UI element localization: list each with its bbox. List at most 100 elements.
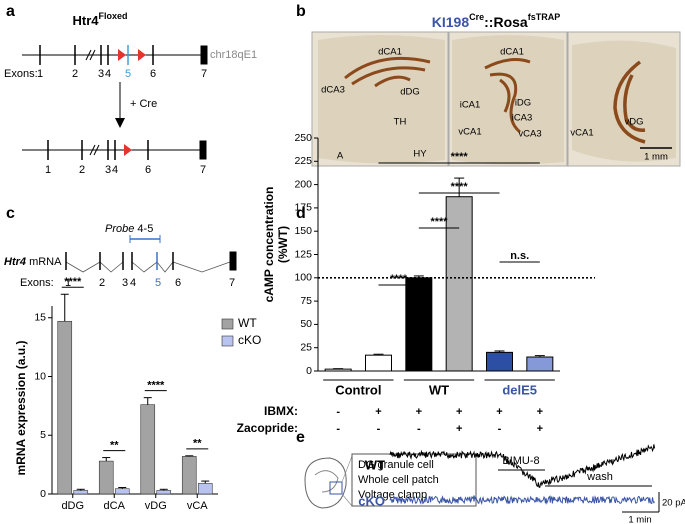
region-label: A xyxy=(337,151,344,162)
transcript-label: Htr4 mRNA xyxy=(4,256,62,268)
bar xyxy=(140,404,156,495)
region-label: HY xyxy=(413,149,427,160)
exon xyxy=(199,140,207,160)
y-tick-label: 125 xyxy=(294,248,312,260)
introns xyxy=(65,261,231,273)
legend-label: WT xyxy=(238,316,257,330)
break-mark xyxy=(89,144,100,156)
brain-sketch xyxy=(304,457,347,509)
exons-label: Exons: xyxy=(4,68,38,80)
condition-sign: - xyxy=(336,423,340,435)
bar xyxy=(526,356,554,372)
drug-label: BIMU-8 xyxy=(502,455,539,467)
region-label: iCA3 xyxy=(512,113,533,124)
significance-label: ** xyxy=(193,438,202,450)
y-tick-label: 0 xyxy=(40,488,46,500)
y-tick-label: 175 xyxy=(294,202,312,214)
panel-a xyxy=(22,45,208,160)
significance-label: ** xyxy=(110,439,119,451)
title-part: Cre xyxy=(469,12,484,22)
region-label: vCA1 xyxy=(458,127,481,138)
region-box xyxy=(329,481,343,495)
y-tick-label: 225 xyxy=(294,155,312,167)
title-part: fsTRAP xyxy=(528,12,561,22)
step: + Cre xyxy=(130,98,157,110)
y-axis-label: mRNA expression (a.u.) xyxy=(14,341,28,476)
region-label: vDG xyxy=(625,117,644,128)
legend-swatch xyxy=(221,318,234,330)
condition-label: IBMX: xyxy=(264,404,298,418)
condition-sign: + xyxy=(496,406,502,418)
significance-label: **** xyxy=(430,216,448,228)
panel-label: c xyxy=(6,205,15,222)
y-tick-label: 50 xyxy=(300,318,312,330)
exon-number: 4 xyxy=(105,68,111,80)
wash-label: wash xyxy=(586,471,613,483)
exon-number: 2 xyxy=(79,164,85,176)
condition-sign: + xyxy=(456,423,462,435)
hippocampus-sketch xyxy=(314,470,339,493)
bar xyxy=(445,196,473,372)
bar xyxy=(114,488,130,495)
x-tick-label: vCA xyxy=(187,500,208,512)
significance-label: **** xyxy=(451,151,469,163)
exons-label: Exons: xyxy=(20,277,54,289)
condition-sign: - xyxy=(498,423,502,435)
probe-label: Probe 4-5 xyxy=(105,223,153,235)
zoom-line xyxy=(341,493,353,507)
condition-sign: + xyxy=(456,406,462,418)
probe: Probe xyxy=(105,223,134,235)
region-label: TH xyxy=(394,117,407,128)
loxp xyxy=(138,49,146,61)
y-tick-label: 25 xyxy=(300,341,312,353)
group-label: Control xyxy=(335,382,381,397)
condition-sign: - xyxy=(417,423,421,435)
stain xyxy=(484,58,531,134)
y-axis-unit: (%WT) xyxy=(276,226,290,263)
region-label: vCA3 xyxy=(518,129,541,140)
bar xyxy=(486,351,513,372)
trace-label: cKO xyxy=(358,493,385,508)
exon-number: 7 xyxy=(200,164,206,176)
condition-sign: + xyxy=(537,423,543,435)
bar xyxy=(197,483,213,495)
scale-label: 20 pA xyxy=(662,498,685,509)
trace-label: WT xyxy=(365,457,385,472)
scale-label: 1 min xyxy=(628,515,651,524)
region-label: dCA1 xyxy=(500,47,524,58)
region-label: iCA1 xyxy=(460,100,481,111)
group-label: delE5 xyxy=(502,382,537,397)
panel-label: d xyxy=(296,205,306,222)
trace-cko xyxy=(389,494,656,506)
bar xyxy=(324,368,352,372)
exon-number: 6 xyxy=(150,68,156,80)
panel-labels: a b c d e xyxy=(6,3,306,446)
exon-number: 5 xyxy=(125,68,131,80)
region-label: dCA1 xyxy=(378,47,402,58)
title-part: ::Rosa xyxy=(484,14,528,30)
gene-sup: Floxed xyxy=(99,11,128,21)
exon-number: 4 xyxy=(112,164,118,176)
exon xyxy=(200,45,208,65)
bar xyxy=(98,460,114,495)
stain xyxy=(344,56,431,88)
exon-number: 5 xyxy=(155,277,161,289)
loxp xyxy=(124,144,132,156)
significance-label: **** xyxy=(390,273,408,285)
y-axis-label: cAMP concentration xyxy=(262,187,276,303)
locus: chr18qE1 xyxy=(210,49,257,61)
y-tick-label: 5 xyxy=(40,429,46,441)
y-tick-label: 0 xyxy=(306,365,312,377)
condition-label: Zacopride: xyxy=(237,421,298,435)
significance-label: **** xyxy=(64,276,82,288)
cell-box-line: DG granule cell xyxy=(358,459,434,471)
condition-sign: - xyxy=(336,406,340,418)
exon-number: 2 xyxy=(99,277,105,289)
bar xyxy=(181,456,197,495)
arrow-head xyxy=(115,118,125,128)
exon-number: 6 xyxy=(175,277,181,289)
gene: Htr4 xyxy=(72,13,99,28)
condition-sign: + xyxy=(375,406,381,418)
bar xyxy=(365,354,392,372)
